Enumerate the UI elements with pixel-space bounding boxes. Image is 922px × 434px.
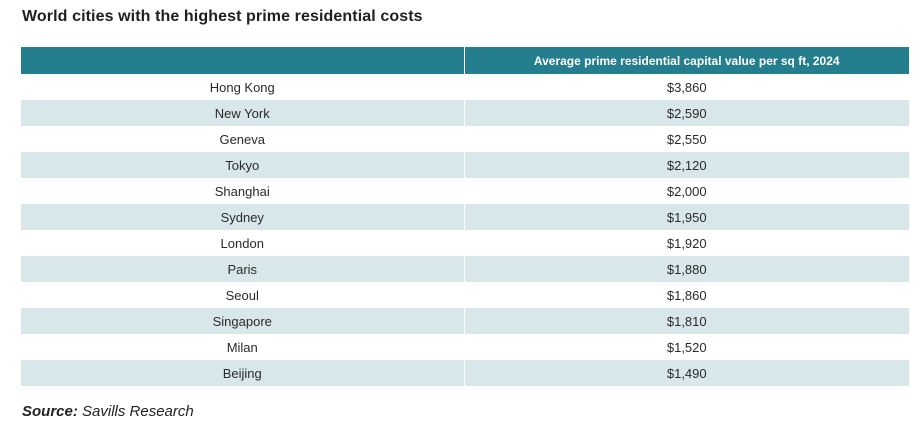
cell-city: Singapore [21, 308, 465, 334]
source-text: Savills Research [82, 403, 194, 420]
cell-value: $2,120 [464, 152, 909, 178]
cell-city: Geneva [21, 126, 465, 152]
cell-value: $2,000 [464, 178, 909, 204]
chart-title: World cities with the highest prime resi… [22, 8, 423, 25]
cell-city: Sydney [21, 204, 465, 230]
table-header-row: Average prime residential capital value … [21, 47, 909, 74]
table-row: Shanghai $2,000 [21, 178, 909, 204]
table-row: London $1,920 [21, 230, 909, 256]
cell-value: $1,920 [464, 230, 909, 256]
cell-city: Paris [21, 256, 465, 282]
table-row: Milan $1,520 [21, 334, 909, 360]
table-row: Singapore $1,810 [21, 308, 909, 334]
cell-city: Shanghai [21, 178, 465, 204]
column-header-value: Average prime residential capital value … [464, 47, 909, 74]
table-row: Seoul $1,860 [21, 282, 909, 308]
cell-value: $1,810 [464, 308, 909, 334]
table-body: Hong Kong $3,860 New York $2,590 Geneva $2,55… [21, 74, 909, 386]
cell-value: $1,860 [464, 282, 909, 308]
column-header-city [21, 47, 465, 74]
cell-value: $1,490 [464, 360, 909, 386]
cell-value: $1,950 [464, 204, 909, 230]
cell-city: Tokyo [21, 152, 465, 178]
cell-value: $3,860 [464, 74, 909, 100]
cell-city: Seoul [21, 282, 465, 308]
table-row: Sydney $1,950 [21, 204, 909, 230]
source-note: Source: Savills Research [22, 403, 194, 420]
data-table: Average prime residential capital value … [21, 47, 909, 386]
source-label: Source: [22, 403, 78, 420]
table-row: Hong Kong $3,860 [21, 74, 909, 100]
table-row: Paris $1,880 [21, 256, 909, 282]
table-row: Tokyo $2,120 [21, 152, 909, 178]
cell-city: Hong Kong [21, 74, 465, 100]
cell-value: $2,590 [464, 100, 909, 126]
cell-city: New York [21, 100, 465, 126]
cell-city: Beijing [21, 360, 465, 386]
cell-value: $1,880 [464, 256, 909, 282]
cell-city: London [21, 230, 465, 256]
table-row: Geneva $2,550 [21, 126, 909, 152]
cell-value: $1,520 [464, 334, 909, 360]
cell-city: Milan [21, 334, 465, 360]
table-row: Beijing $1,490 [21, 360, 909, 386]
table-row: New York $2,590 [21, 100, 909, 126]
cell-value: $2,550 [464, 126, 909, 152]
